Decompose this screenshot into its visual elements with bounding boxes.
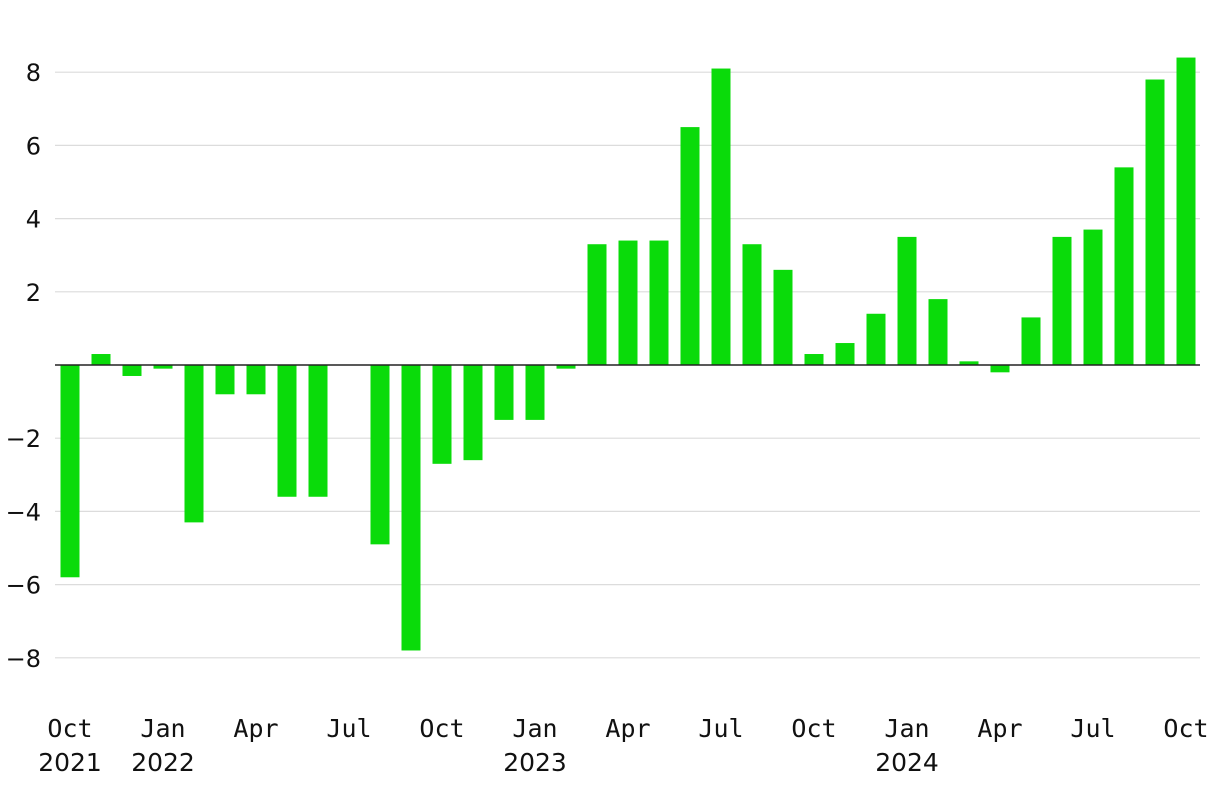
bar-2023-12 [866, 313, 886, 365]
x-tick-label: Apr [233, 714, 278, 743]
bar-2024-09 [1145, 79, 1165, 366]
bar-2024-02 [928, 299, 948, 365]
x-tick-year-label: 2023 [503, 748, 567, 777]
y-tick-label: 8 [26, 59, 41, 87]
y-axis-tick-labels: −8 −6 −4 −2 2 4 6 8 [6, 59, 41, 673]
x-tick-label: Jan [884, 714, 929, 743]
bar-2022-04 [246, 365, 266, 395]
bar-2022-09 [401, 365, 421, 651]
bar-2021-10 [60, 365, 80, 578]
x-tick-year-label: 2022 [131, 748, 195, 777]
bar-2021-11 [91, 354, 111, 365]
x-axis-tick-labels: Oct 2021 Jan 2022 Apr Jul Oct Jan 2023 Apr Jul Oct J… [38, 714, 1208, 777]
bar-2024-06 [1052, 236, 1072, 365]
y-tick-label: −2 [6, 425, 41, 453]
bar-2022-08 [370, 365, 390, 545]
bar-2024-07 [1083, 229, 1103, 365]
bar-2023-01 [525, 365, 545, 420]
bar-2022-11 [463, 365, 483, 461]
bar-2023-11 [835, 343, 855, 365]
x-tick-label: Jul [698, 714, 743, 743]
bar-2024-08 [1114, 167, 1134, 365]
x-tick-label: Oct [1163, 714, 1208, 743]
bar-2023-03 [587, 244, 607, 365]
y-tick-label: −6 [6, 572, 41, 600]
x-tick-label: Jul [326, 714, 371, 743]
bar-2022-01 [153, 365, 173, 369]
x-tick-label: Oct [791, 714, 836, 743]
bar-2021-12 [122, 365, 142, 376]
bar-2024-04 [990, 365, 1010, 373]
bar-2022-03 [215, 365, 235, 395]
x-tick-label: Jan [140, 714, 185, 743]
bar-2023-05 [649, 240, 669, 365]
bar-2023-09 [773, 269, 793, 365]
x-tick-year-label: 2024 [875, 748, 939, 777]
y-tick-label: −4 [6, 498, 41, 526]
bar-2023-07 [711, 68, 731, 365]
bar-2023-10 [804, 354, 824, 365]
y-tick-label: 2 [26, 279, 41, 307]
bar-2024-01 [897, 236, 917, 365]
bar-2022-05 [277, 365, 297, 497]
bar-2023-06 [680, 127, 700, 365]
bar-2024-05 [1021, 317, 1041, 365]
x-tick-label: Jan [512, 714, 557, 743]
bars [60, 57, 1196, 651]
x-tick-label: Oct [47, 714, 92, 743]
bar-2024-03 [959, 361, 979, 365]
bar-2023-02 [556, 365, 576, 369]
x-tick-label: Apr [977, 714, 1022, 743]
x-tick-label: Oct [419, 714, 464, 743]
bar-2022-10 [432, 365, 452, 464]
bar-2024-10 [1176, 57, 1196, 366]
bar-2022-12 [494, 365, 514, 420]
x-tick-year-label: 2021 [38, 748, 102, 777]
x-tick-label: Apr [605, 714, 650, 743]
y-tick-label: −8 [6, 645, 41, 673]
bar-2023-04 [618, 240, 638, 365]
y-tick-label: 6 [26, 132, 41, 160]
bar-2022-06 [308, 365, 328, 497]
x-tick-label: Jul [1070, 714, 1115, 743]
bar-2022-02 [184, 365, 204, 523]
y-tick-label: 4 [26, 206, 41, 234]
bar-2023-08 [742, 244, 762, 365]
